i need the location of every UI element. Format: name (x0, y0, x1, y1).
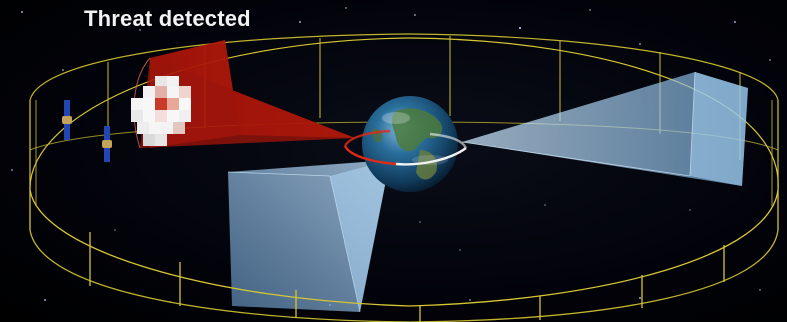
sensor-cone-lower (227, 160, 390, 313)
threat-detected-caption: Threat detected (84, 6, 251, 31)
threat-cone (133, 40, 355, 149)
earth (362, 96, 458, 192)
satellite (62, 100, 72, 140)
threat-signature (131, 76, 191, 146)
sensor-cone-right (461, 71, 748, 186)
earth-equator-band (343, 129, 468, 166)
orbit-ring-front (29, 100, 779, 322)
satellite (102, 126, 112, 162)
